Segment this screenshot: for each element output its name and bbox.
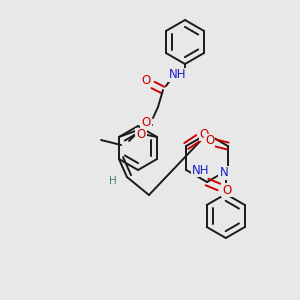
- Text: O: O: [200, 128, 209, 140]
- Text: H: H: [109, 176, 117, 186]
- Text: O: O: [141, 116, 151, 128]
- Text: NH: NH: [191, 164, 209, 176]
- Text: N: N: [219, 167, 228, 179]
- Text: O: O: [205, 134, 214, 148]
- Text: O: O: [141, 74, 151, 86]
- Text: O: O: [136, 128, 146, 142]
- Text: NH: NH: [169, 68, 187, 82]
- Text: O: O: [222, 184, 232, 196]
